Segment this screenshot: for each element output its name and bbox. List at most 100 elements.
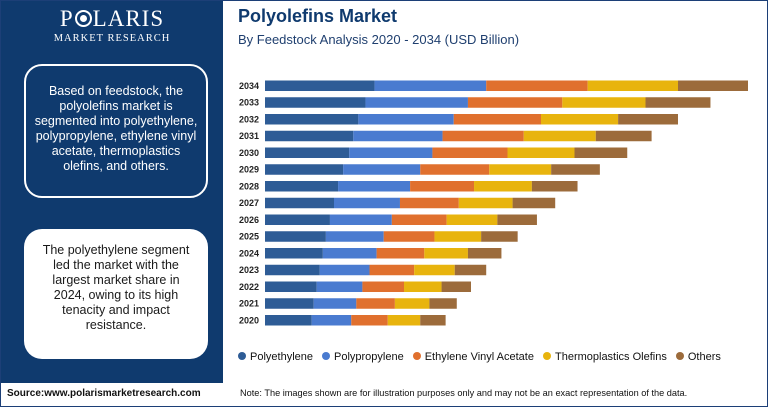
- y-tick-label: 2031: [239, 131, 259, 141]
- bar-segment: [467, 97, 563, 108]
- bar-segment: [265, 147, 350, 158]
- bar-segment: [265, 264, 320, 276]
- bar-segment: [322, 248, 377, 259]
- bar-segment: [489, 164, 552, 175]
- bar-segment: [414, 264, 455, 276]
- bar-segment: [453, 114, 541, 125]
- bar-segment: [334, 197, 400, 209]
- bar-segment: [442, 130, 524, 142]
- bar-segment: [618, 114, 678, 125]
- legend-dot-icon: [322, 352, 330, 360]
- bar-segment: [329, 214, 392, 225]
- bar-segment: [574, 147, 628, 158]
- bar-segment: [507, 147, 575, 158]
- legend-item: Others: [675, 351, 721, 363]
- y-tick-label: 2033: [239, 98, 259, 108]
- brand-name-end: LARIS: [92, 6, 165, 31]
- bar-segment: [311, 315, 352, 326]
- legend-label: Polypropylene: [334, 351, 404, 363]
- y-tick-label: 2027: [239, 198, 259, 208]
- legend-item: Thermoplastics Olefins: [542, 351, 667, 363]
- legend-dot-icon: [238, 352, 246, 360]
- bar-segment: [434, 231, 482, 242]
- bar-segment: [454, 264, 487, 276]
- bar-segment: [353, 130, 443, 142]
- bar-segment: [265, 298, 314, 309]
- brand-logo: P LARIS MARKET RESEARCH: [1, 6, 223, 45]
- bar-segment: [383, 231, 435, 242]
- bar-segment: [391, 214, 447, 225]
- bar-segment: [374, 80, 487, 91]
- bar-segment: [265, 181, 339, 192]
- bar-segment: [474, 181, 532, 192]
- sidebar: P LARIS MARKET RESEARCH Based on feedstoc…: [1, 1, 223, 383]
- polyethylene-highlight-box: The polyethylene segment led the market …: [24, 229, 208, 359]
- bar-segment: [523, 130, 596, 142]
- bar-segment: [316, 281, 363, 292]
- bar-segment: [429, 298, 457, 309]
- bar-segment: [446, 214, 498, 225]
- bar-segment: [362, 281, 405, 292]
- bar-segment: [595, 130, 652, 142]
- y-tick-label: 2028: [239, 181, 259, 191]
- bar-segment: [313, 298, 357, 309]
- bar-segment: [265, 97, 366, 108]
- bar-segment: [343, 164, 421, 175]
- bar-segment: [265, 114, 359, 125]
- bar-segment: [512, 197, 556, 209]
- legend-item: Ethylene Vinyl Acetate: [412, 351, 534, 363]
- bar-segment: [325, 231, 384, 242]
- bar-segment: [369, 264, 415, 276]
- bar-segment: [265, 281, 317, 292]
- bar-segment: [587, 80, 678, 91]
- bar-segment: [645, 97, 711, 108]
- bar-segment: [424, 248, 468, 259]
- bar-segment: [387, 315, 421, 326]
- legend-label: Ethylene Vinyl Acetate: [424, 351, 534, 363]
- bar-segment: [467, 248, 502, 259]
- bar-segment: [458, 197, 513, 209]
- bar-segment: [441, 281, 471, 292]
- y-tick-label: 2030: [239, 148, 259, 158]
- legend-label: Others: [687, 351, 721, 363]
- brand-tagline: MARKET RESEARCH: [53, 33, 171, 44]
- bar-segment: [376, 248, 425, 259]
- footer: Source:www.polarismarketresearch.com Not…: [1, 384, 765, 405]
- logo-o-icon: [74, 10, 92, 27]
- bar-segment: [531, 181, 578, 192]
- brand-name-start: P: [59, 6, 74, 31]
- y-tick-label: 2024: [239, 248, 259, 258]
- source-text: Source:www.polarismarketresearch.com: [7, 388, 201, 399]
- y-tick-label: 2029: [239, 165, 259, 175]
- bar-segment: [677, 80, 748, 91]
- brand-name: P LARIS: [1, 6, 223, 32]
- bar-segment: [497, 214, 537, 225]
- bar-segment: [265, 248, 323, 259]
- y-tick-label: 2022: [239, 282, 259, 292]
- feedstock-summary-box: Based on feedstock, the polyolefins mark…: [24, 64, 208, 198]
- legend-label: Polyethylene: [250, 351, 313, 363]
- bar-segment: [551, 164, 600, 175]
- bar-segment: [265, 197, 334, 209]
- bar-segment: [410, 181, 475, 192]
- legend-item: Polyethylene: [238, 351, 313, 363]
- y-tick-label: 2034: [239, 81, 259, 91]
- bar-segment: [358, 114, 454, 125]
- bar-segment: [319, 264, 370, 276]
- bar-segment: [338, 181, 411, 192]
- bar-segment: [356, 298, 395, 309]
- bar-segment: [265, 80, 375, 91]
- disclaimer-note: Note: The images shown are for illustrat…: [240, 388, 688, 398]
- bar-segment: [265, 315, 312, 326]
- y-tick-label: 2025: [239, 232, 259, 242]
- bar-segment: [351, 315, 388, 326]
- bar-segment: [541, 114, 619, 125]
- bar-segment: [432, 147, 508, 158]
- y-tick-label: 2026: [239, 215, 259, 225]
- y-tick-label: 2023: [239, 265, 259, 275]
- bar-segment: [562, 97, 646, 108]
- bar-segment: [420, 315, 446, 326]
- bar-segment: [394, 298, 430, 309]
- bar-segment: [265, 130, 354, 142]
